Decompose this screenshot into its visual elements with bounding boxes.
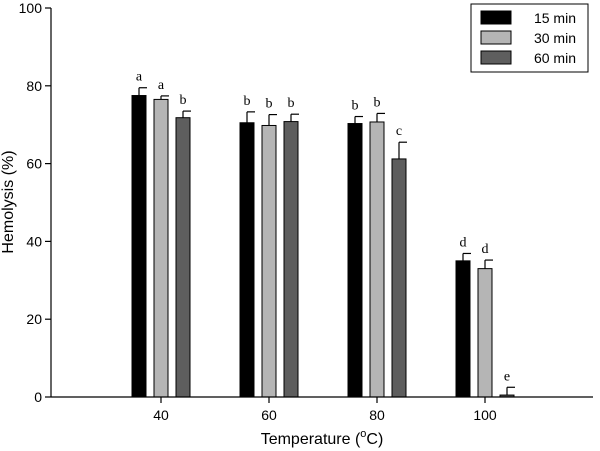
bar: [455, 260, 471, 398]
legend-swatch: [480, 10, 512, 25]
significance-label: b: [244, 94, 251, 109]
legend-label: 15 min: [534, 10, 576, 26]
bar: [261, 124, 277, 398]
significance-label: a: [158, 78, 165, 93]
significance-label: e: [504, 369, 510, 384]
x-tick-label: 100: [473, 407, 497, 423]
significance-label: b: [374, 95, 381, 110]
legend-label: 30 min: [534, 30, 576, 46]
legend: 15 min 30 min 60 min: [470, 3, 589, 73]
legend-label: 60 min: [534, 50, 576, 66]
y-tick-label: 80: [26, 78, 42, 94]
significance-label: b: [288, 96, 295, 111]
x-tick-label: 80: [369, 407, 385, 423]
bar: [175, 117, 191, 398]
significance-labels-layer: aab b b b b bcd de: [136, 70, 510, 385]
x-tick-label: 60: [261, 407, 277, 423]
bar: [153, 98, 169, 398]
legend-swatch: [480, 50, 512, 65]
bar: [369, 121, 385, 398]
bar: [347, 123, 363, 398]
significance-label: b: [180, 93, 187, 108]
significance-label: c: [396, 124, 402, 139]
bar: [283, 121, 299, 398]
error-bars-layer: [138, 87, 515, 396]
significance-label: d: [482, 242, 489, 257]
x-axis-title: Temperature (oC): [261, 428, 384, 448]
significance-label: b: [266, 97, 273, 112]
y-tick-label: 100: [19, 0, 43, 16]
y-tick-label: 60: [26, 156, 42, 172]
bar: [131, 95, 147, 398]
y-tick-label: 20: [26, 311, 42, 327]
significance-label: a: [136, 70, 143, 85]
legend-swatch: [480, 30, 512, 45]
x-tick-label: 40: [153, 407, 169, 423]
x-ticks: 40 60 80 100: [153, 397, 497, 423]
y-ticks: 0 20 40 60 80 100: [19, 0, 51, 405]
significance-label: d: [460, 235, 467, 250]
bar: [239, 122, 255, 398]
bar: [391, 158, 407, 398]
bars-layer: [131, 95, 515, 398]
significance-label: b: [352, 99, 359, 114]
y-tick-label: 40: [26, 233, 42, 249]
y-tick-label: 0: [34, 389, 42, 405]
y-axis-title: Hemolysis (%): [0, 150, 17, 253]
bar: [477, 268, 493, 398]
